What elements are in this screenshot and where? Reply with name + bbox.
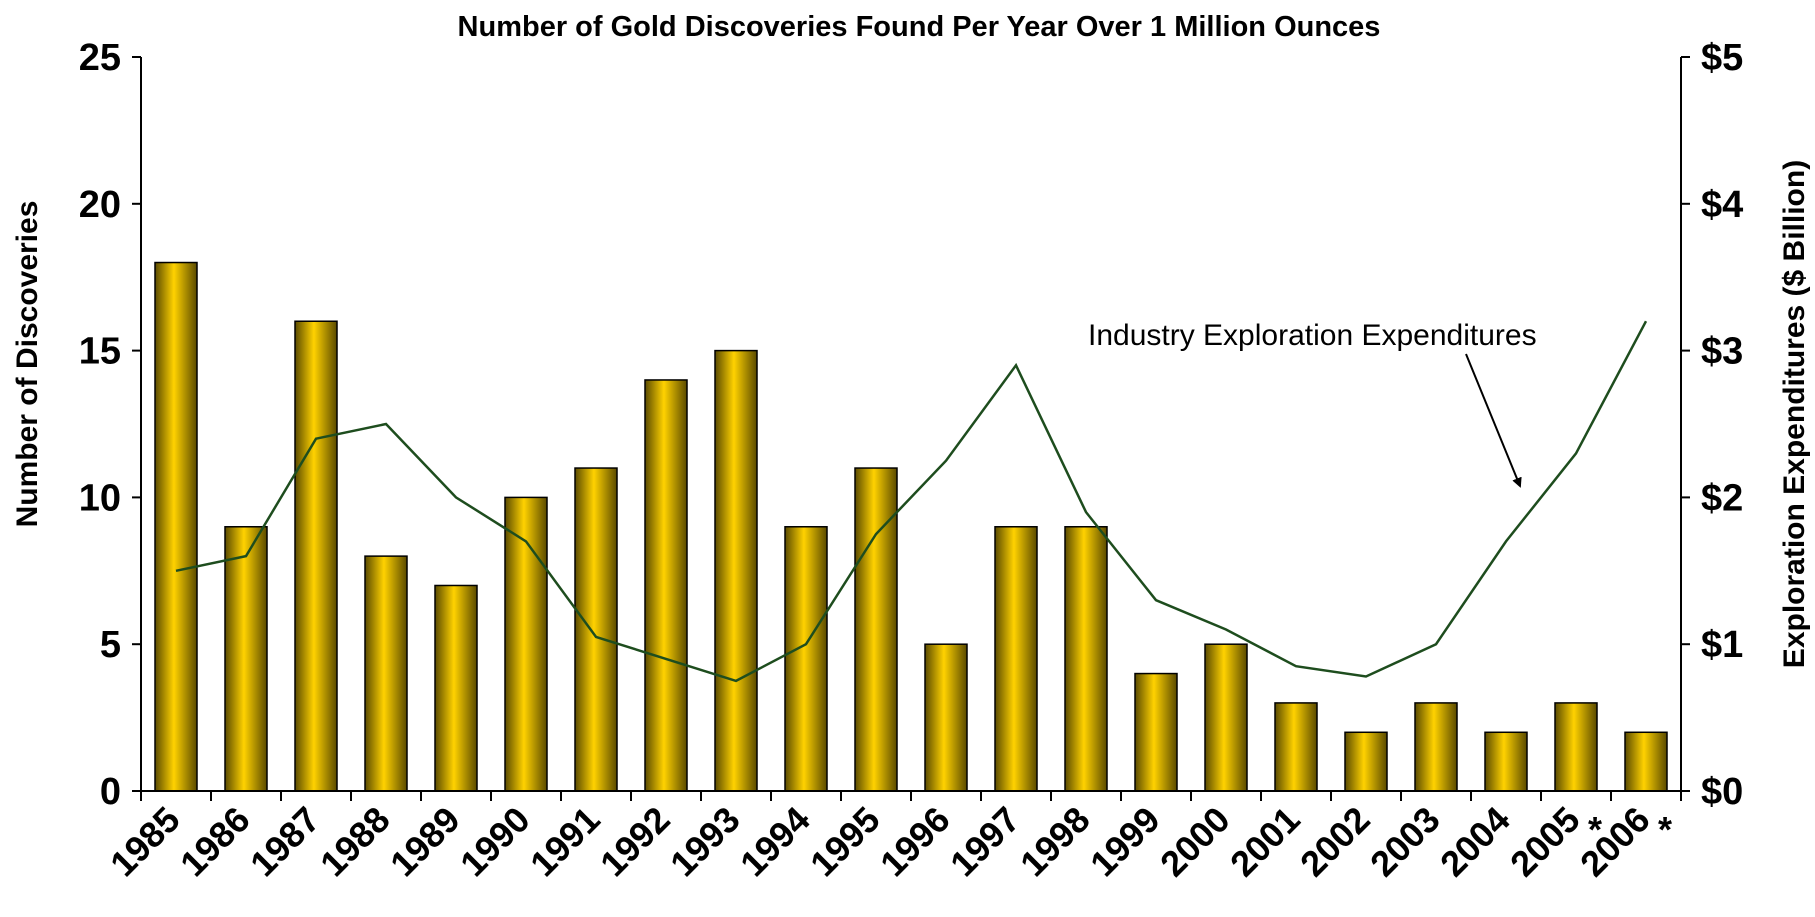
y2-tick-label: $2 [1701,477,1743,519]
bar-1994 [784,526,828,792]
bar-1999 [1134,672,1178,792]
x-tick-label: 1993 [662,799,748,885]
line-group [175,320,1648,683]
y-tick-label: 15 [79,331,121,373]
bar-2005 [1554,702,1598,792]
y-axis-label: Number of Discoveries [11,201,44,528]
bar-1985 [154,261,198,792]
bar-1993 [714,349,758,792]
x-tick-label: 2002 [1292,799,1378,885]
x-tick-label: 1995 [802,799,888,885]
x-tick-label: 1998 [1012,799,1098,885]
bars-group [154,261,1668,792]
bar-1991 [574,467,618,792]
x-tick-label: 1991 [522,799,608,885]
annotation-arrow [1465,353,1522,488]
x-tick-label: 2003 [1362,799,1448,885]
x-tick-label: 1992 [592,799,678,885]
y2-tick-label: $5 [1701,37,1743,79]
bar-1989 [434,584,478,792]
bar-2000 [1204,643,1248,792]
bar-2004 [1484,731,1528,792]
bar-1988 [364,555,408,792]
x-tick-label: 2000 [1152,799,1238,885]
x-tick-label: 1986 [172,799,258,885]
bar-2002 [1344,731,1388,792]
annotation-label: Industry Exploration Expenditures [1088,319,1537,352]
x-tick-label: 1997 [942,799,1028,885]
x-tick-label: 1999 [1082,799,1168,885]
bar-2006 [1624,731,1668,792]
y2-tick-label: $4 [1701,184,1743,226]
y-tick-label: 0 [100,771,121,813]
y2-axis-label: Exploration Expenditures ($ Billion) [1778,160,1811,668]
x-tick-label: 1989 [382,799,468,885]
bar-1987 [294,320,338,792]
bar-1997 [994,526,1038,792]
bar-2003 [1414,702,1458,792]
x-tick-label: 2004 [1432,799,1518,885]
x-tick-label: 1990 [452,799,538,885]
x-tick-label: 2005 [1502,799,1588,885]
x-tick-label: 1994 [732,799,818,885]
y-tick-label: 10 [79,477,121,519]
y-tick-label: 20 [79,184,121,226]
bar-1996 [924,643,968,792]
bar-1990 [504,496,548,792]
x-tick-label: 2001 [1222,799,1308,885]
x-tick-label: 2006 [1572,799,1658,885]
bar-1995 [854,467,898,792]
bar-1986 [224,526,268,792]
x-tick-label: 1988 [312,799,398,885]
bar-2001 [1274,702,1318,792]
y2-tick-label: $1 [1701,624,1743,666]
x-tick-label: 1996 [872,799,958,885]
x-tick-asterisk: * [1588,809,1602,850]
y2-tick-label: $0 [1701,771,1743,813]
bar-1992 [644,379,688,792]
y-tick-label: 25 [79,37,121,79]
chart-title: Number of Gold Discoveries Found Per Yea… [458,11,1381,43]
expenditure-line [175,320,1648,683]
x-tick-asterisk: * [1658,809,1672,850]
y-tick-label: 5 [100,624,121,666]
x-tick-label: 1987 [242,799,328,885]
bar-1998 [1064,526,1108,792]
y2-tick-label: $3 [1701,331,1743,373]
